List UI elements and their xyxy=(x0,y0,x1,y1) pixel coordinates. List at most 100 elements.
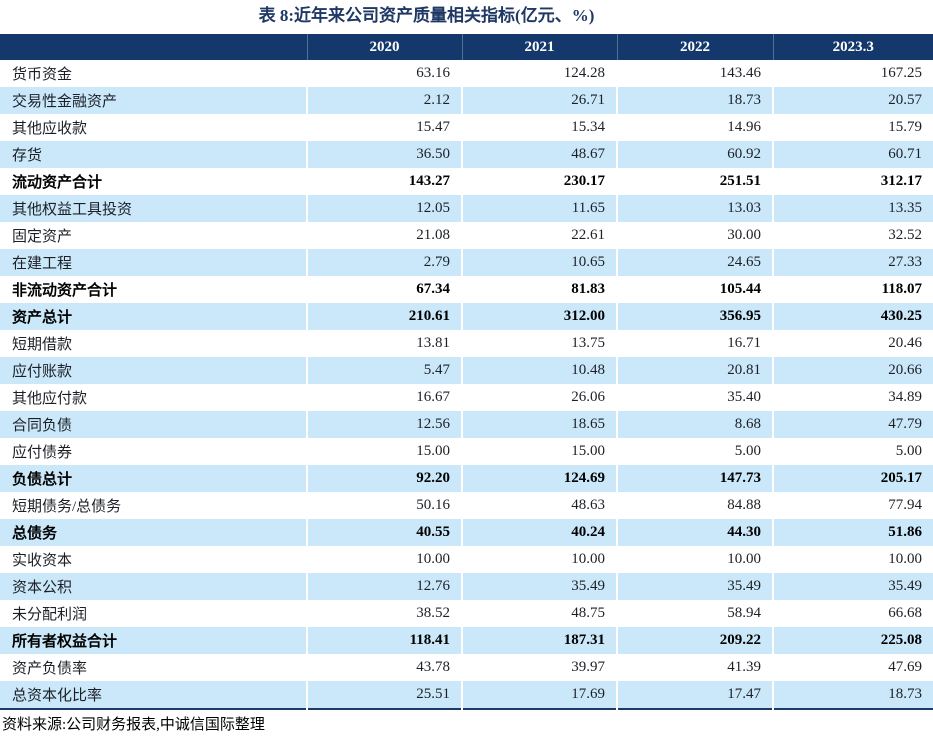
cell-value: 81.83 xyxy=(461,276,617,303)
cell-value: 35.40 xyxy=(616,384,773,411)
cell-value: 5.47 xyxy=(306,357,462,384)
cell-value: 12.76 xyxy=(306,573,462,600)
cell-value: 13.03 xyxy=(616,195,773,222)
table-row: 货币资金 63.16 124.28 143.46 167.25 xyxy=(0,60,933,87)
column-header-2021: 2021 xyxy=(461,34,617,60)
table-row: 非流动资产合计 67.34 81.83 105.44 118.07 xyxy=(0,276,933,303)
cell-value: 18.73 xyxy=(772,681,933,709)
row-label: 货币资金 xyxy=(0,60,307,87)
cell-value: 63.16 xyxy=(306,60,462,87)
cell-value: 13.75 xyxy=(461,330,617,357)
cell-value: 167.25 xyxy=(772,60,933,87)
cell-value: 15.34 xyxy=(461,114,617,141)
cell-value: 209.22 xyxy=(616,627,773,654)
cell-value: 20.57 xyxy=(772,87,933,114)
cell-value: 312.17 xyxy=(772,168,933,195)
table-row: 总资本化比率 25.51 17.69 17.47 18.73 xyxy=(0,681,933,709)
cell-value: 38.52 xyxy=(306,600,462,627)
cell-value: 34.89 xyxy=(772,384,933,411)
row-label: 在建工程 xyxy=(0,249,307,276)
row-label: 应付账款 xyxy=(0,357,307,384)
table-row: 短期借款 13.81 13.75 16.71 20.46 xyxy=(0,330,933,357)
cell-value: 13.35 xyxy=(772,195,933,222)
table-row: 其他应收款 15.47 15.34 14.96 15.79 xyxy=(0,114,933,141)
cell-value: 48.75 xyxy=(461,600,617,627)
cell-value: 48.67 xyxy=(461,141,617,168)
cell-value: 35.49 xyxy=(772,573,933,600)
cell-value: 14.96 xyxy=(616,114,773,141)
table-row: 负债总计 92.20 124.69 147.73 205.17 xyxy=(0,465,933,492)
cell-value: 124.69 xyxy=(461,465,617,492)
row-label: 其他应收款 xyxy=(0,114,307,141)
row-label: 资产负债率 xyxy=(0,654,307,681)
table-row: 实收资本 10.00 10.00 10.00 10.00 xyxy=(0,546,933,573)
row-label: 总资本化比率 xyxy=(0,681,307,709)
cell-value: 24.65 xyxy=(616,249,773,276)
row-label: 实收资本 xyxy=(0,546,307,573)
cell-value: 10.00 xyxy=(461,546,617,573)
cell-value: 47.69 xyxy=(772,654,933,681)
row-label: 其他应付款 xyxy=(0,384,307,411)
cell-value: 35.49 xyxy=(616,573,773,600)
cell-value: 147.73 xyxy=(616,465,773,492)
cell-value: 39.97 xyxy=(461,654,617,681)
table-row: 应付账款 5.47 10.48 20.81 20.66 xyxy=(0,357,933,384)
row-label: 所有者权益合计 xyxy=(0,627,307,654)
row-label: 负债总计 xyxy=(0,465,307,492)
row-label: 其他权益工具投资 xyxy=(0,195,307,222)
cell-value: 10.48 xyxy=(461,357,617,384)
cell-value: 47.79 xyxy=(772,411,933,438)
cell-value: 18.73 xyxy=(616,87,773,114)
table-row: 其他权益工具投资 12.05 11.65 13.03 13.35 xyxy=(0,195,933,222)
table-row: 存货 36.50 48.67 60.92 60.71 xyxy=(0,141,933,168)
cell-value: 67.34 xyxy=(306,276,462,303)
cell-value: 84.88 xyxy=(616,492,773,519)
column-header-indicator xyxy=(0,34,307,60)
cell-value: 10.65 xyxy=(461,249,617,276)
row-label: 非流动资产合计 xyxy=(0,276,307,303)
cell-value: 92.20 xyxy=(306,465,462,492)
cell-value: 12.56 xyxy=(306,411,462,438)
cell-value: 60.92 xyxy=(616,141,773,168)
cell-value: 16.67 xyxy=(306,384,462,411)
row-label: 总债务 xyxy=(0,519,307,546)
row-label: 短期借款 xyxy=(0,330,307,357)
row-label: 合同负债 xyxy=(0,411,307,438)
table-row: 应付债券 15.00 15.00 5.00 5.00 xyxy=(0,438,933,465)
cell-value: 44.30 xyxy=(616,519,773,546)
cell-value: 20.46 xyxy=(772,330,933,357)
table-row: 所有者权益合计 118.41 187.31 209.22 225.08 xyxy=(0,627,933,654)
cell-value: 2.79 xyxy=(306,249,462,276)
cell-value: 22.61 xyxy=(461,222,617,249)
column-header-2023-3: 2023.3 xyxy=(772,34,933,60)
cell-value: 20.66 xyxy=(772,357,933,384)
column-header-2020: 2020 xyxy=(306,34,462,60)
cell-value: 10.00 xyxy=(306,546,462,573)
cell-value: 105.44 xyxy=(616,276,773,303)
cell-value: 36.50 xyxy=(306,141,462,168)
column-header-2022: 2022 xyxy=(616,34,773,60)
table-row: 交易性金融资产 2.12 26.71 18.73 20.57 xyxy=(0,87,933,114)
cell-value: 15.00 xyxy=(306,438,462,465)
cell-value: 77.94 xyxy=(772,492,933,519)
table-row: 资产负债率 43.78 39.97 41.39 47.69 xyxy=(0,654,933,681)
row-label: 应付债券 xyxy=(0,438,307,465)
cell-value: 51.86 xyxy=(772,519,933,546)
cell-value: 16.71 xyxy=(616,330,773,357)
cell-value: 60.71 xyxy=(772,141,933,168)
cell-value: 118.41 xyxy=(306,627,462,654)
cell-value: 50.16 xyxy=(306,492,462,519)
row-label: 资产总计 xyxy=(0,303,307,330)
table-body: 货币资金 63.16 124.28 143.46 167.25 交易性金融资产 2.12 26… xyxy=(0,60,933,709)
cell-value: 66.68 xyxy=(772,600,933,627)
cell-value: 20.81 xyxy=(616,357,773,384)
cell-value: 21.08 xyxy=(306,222,462,249)
cell-value: 27.33 xyxy=(772,249,933,276)
table-title: 表 8:近年来公司资产质量相关指标(亿元、%) xyxy=(258,6,595,25)
cell-value: 26.06 xyxy=(461,384,617,411)
cell-value: 12.05 xyxy=(306,195,462,222)
cell-value: 5.00 xyxy=(772,438,933,465)
table-row: 短期债务/总债务 50.16 48.63 84.88 77.94 xyxy=(0,492,933,519)
table-row: 未分配利润 38.52 48.75 58.94 66.68 xyxy=(0,600,933,627)
